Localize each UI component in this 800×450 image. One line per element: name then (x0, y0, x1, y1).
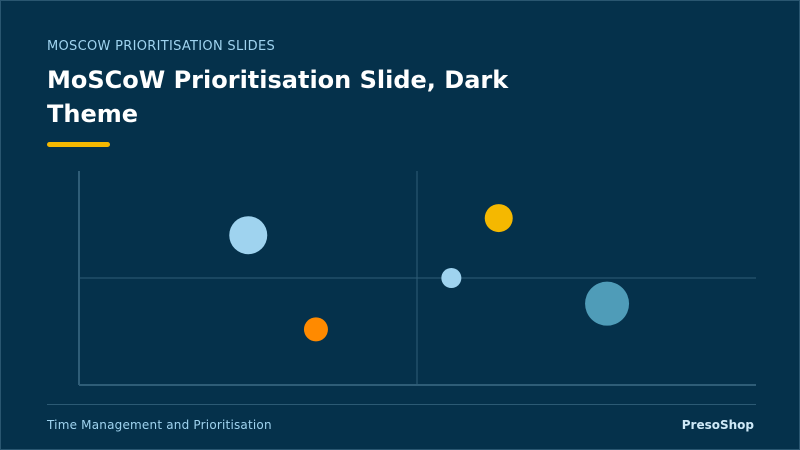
footer-brand: PresoShop (681, 418, 754, 432)
slide-title: MoSCoW Prioritisation Slide, Dark Theme (47, 63, 607, 131)
bubble-point-5 (585, 281, 630, 326)
section-kicker: MOSCOW PRIORITISATION SLIDES (47, 39, 276, 54)
title-line-2: Theme (47, 100, 139, 128)
chart-points (229, 204, 630, 342)
title-line-1: MoSCoW Prioritisation Slide, Dark (47, 66, 509, 94)
footer-divider (47, 404, 756, 405)
title-accent-bar (47, 142, 110, 147)
bubble-point-1 (229, 216, 268, 255)
bubble-point-2 (303, 317, 328, 342)
chart-axes (78, 171, 756, 386)
bubble-point-4 (441, 268, 462, 288)
bubble-point-3 (484, 204, 513, 233)
footer-topic: Time Management and Prioritisation (47, 418, 272, 432)
